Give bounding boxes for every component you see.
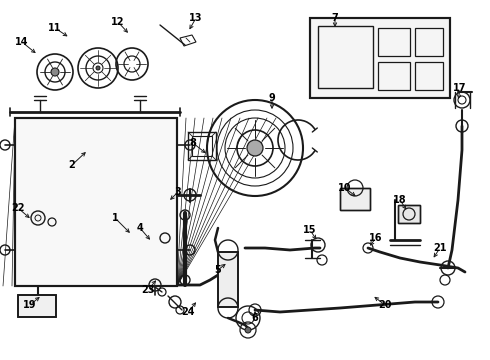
Text: 9: 9 (269, 93, 275, 103)
Bar (378, 62, 410, 90)
Text: 2: 2 (69, 160, 75, 170)
Text: 18: 18 (393, 195, 407, 205)
Bar (218, 252, 238, 307)
Circle shape (245, 327, 251, 333)
Text: 20: 20 (378, 300, 392, 310)
Text: 8: 8 (190, 138, 196, 148)
Text: 24: 24 (181, 307, 195, 317)
Bar (310, 18, 450, 98)
Bar (398, 205, 420, 223)
Text: 7: 7 (332, 13, 339, 23)
Text: 3: 3 (174, 187, 181, 197)
Text: 5: 5 (215, 265, 221, 275)
Bar (340, 188, 370, 210)
Text: 17: 17 (453, 83, 467, 93)
Circle shape (247, 140, 263, 156)
Text: 10: 10 (338, 183, 352, 193)
Text: 4: 4 (137, 223, 144, 233)
Text: 21: 21 (433, 243, 447, 253)
Bar (378, 28, 410, 56)
Bar (18, 295, 56, 317)
Bar (340, 188, 370, 210)
Bar (15, 118, 177, 286)
Circle shape (51, 68, 59, 76)
Bar (398, 205, 420, 223)
Text: 15: 15 (303, 225, 317, 235)
Text: 19: 19 (23, 300, 37, 310)
Text: 16: 16 (369, 233, 383, 243)
Bar (18, 295, 56, 317)
Bar (188, 132, 216, 160)
Text: 11: 11 (48, 23, 62, 33)
Text: 22: 22 (11, 203, 25, 213)
Bar (218, 252, 238, 307)
Text: 6: 6 (252, 313, 258, 323)
Bar (415, 28, 443, 56)
Text: 1: 1 (112, 213, 119, 223)
Bar (15, 118, 177, 286)
Bar (310, 18, 450, 98)
Text: 13: 13 (189, 13, 203, 23)
Text: 14: 14 (15, 37, 29, 47)
Text: 23: 23 (141, 285, 155, 295)
Bar (415, 62, 443, 90)
Text: 12: 12 (111, 17, 125, 27)
Bar (318, 26, 373, 88)
Bar (192, 136, 212, 156)
Circle shape (96, 66, 100, 70)
